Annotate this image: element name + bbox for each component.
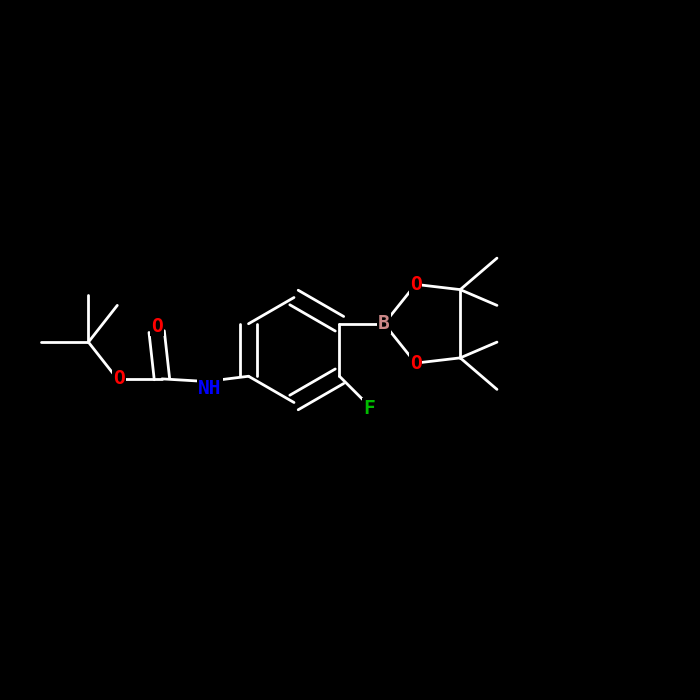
- Text: F: F: [363, 398, 375, 418]
- Text: B: B: [378, 314, 390, 333]
- Text: O: O: [150, 316, 162, 335]
- Text: O: O: [113, 370, 125, 389]
- Text: NH: NH: [198, 379, 222, 398]
- Text: O: O: [410, 275, 421, 294]
- Text: O: O: [410, 354, 421, 372]
